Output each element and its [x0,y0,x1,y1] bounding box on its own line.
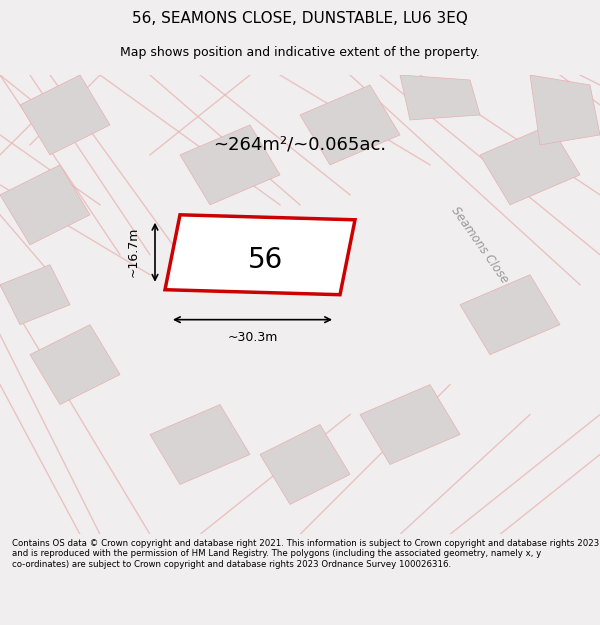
Polygon shape [300,85,400,165]
Text: 56, SEAMONS CLOSE, DUNSTABLE, LU6 3EQ: 56, SEAMONS CLOSE, DUNSTABLE, LU6 3EQ [132,11,468,26]
Text: Map shows position and indicative extent of the property.: Map shows position and indicative extent… [120,46,480,59]
Polygon shape [480,125,580,205]
Polygon shape [400,75,480,120]
Polygon shape [180,125,280,205]
Polygon shape [260,424,350,504]
Text: ~264m²/~0.065ac.: ~264m²/~0.065ac. [214,136,386,154]
Text: 56: 56 [247,246,283,274]
Text: Contains OS data © Crown copyright and database right 2021. This information is : Contains OS data © Crown copyright and d… [12,539,599,569]
Polygon shape [165,215,355,295]
Polygon shape [0,165,90,245]
Polygon shape [0,265,70,324]
Text: ~16.7m: ~16.7m [127,227,139,278]
Polygon shape [150,404,250,484]
Polygon shape [30,324,120,404]
Text: Seamons Close: Seamons Close [449,204,511,286]
Polygon shape [360,384,460,464]
Polygon shape [530,75,600,145]
Polygon shape [460,275,560,354]
Polygon shape [20,75,110,155]
Text: ~30.3m: ~30.3m [227,331,278,344]
